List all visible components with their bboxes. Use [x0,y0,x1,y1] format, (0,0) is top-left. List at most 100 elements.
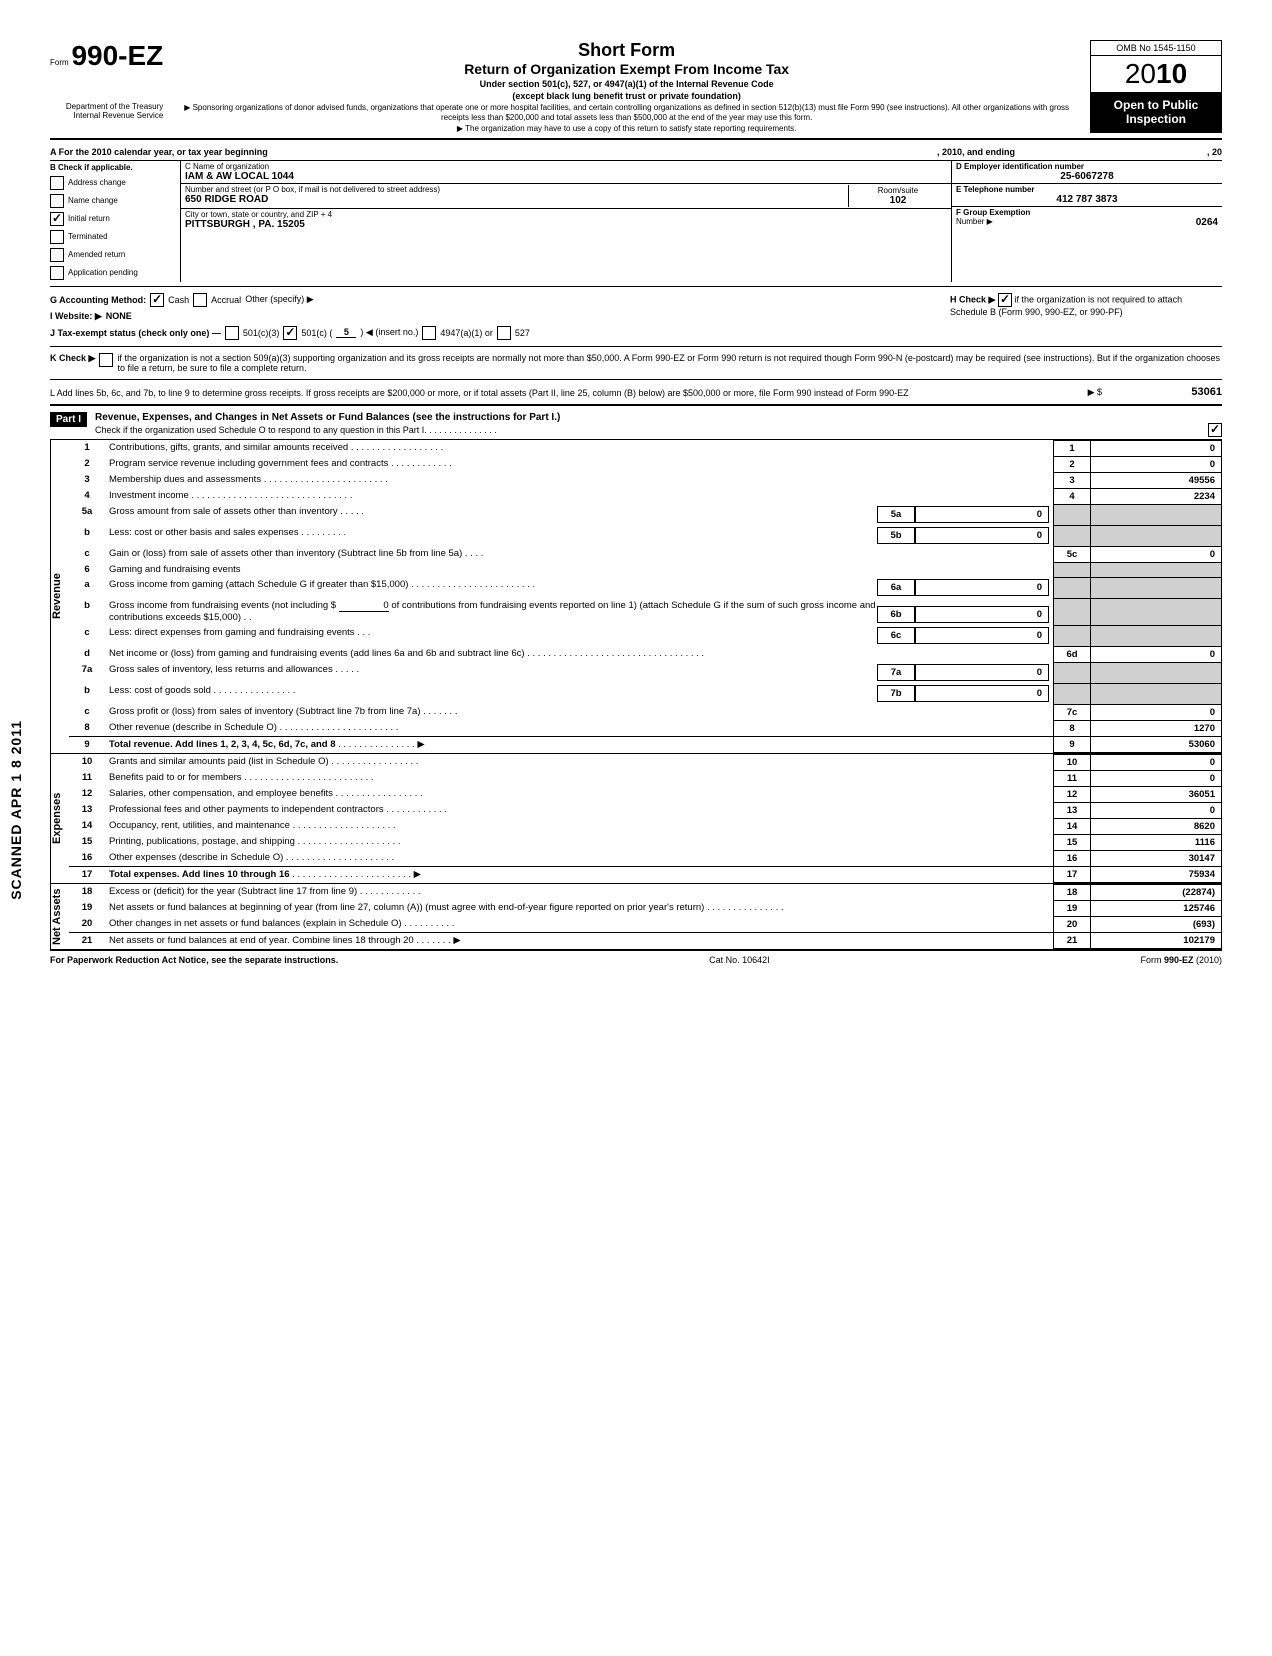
line-5c-desc: Gain or (loss) from sale of assets other… [109,548,462,559]
address-change-label: Address change [68,178,126,187]
line-17-num: 17 [69,866,105,882]
k-checkbox[interactable] [99,353,113,367]
line-18-rv: (22874) [1091,884,1222,900]
line-4-desc: Investment income [109,490,189,501]
org-name: IAM & AW LOCAL 1044 [185,171,947,182]
cash-label: Cash [168,295,189,305]
group-exemption: 0264 [1196,217,1218,228]
i-label: I Website: ▶ [50,311,102,322]
shaded [1054,598,1091,625]
line-6d-desc: Net income or (loss) from gaming and fun… [109,648,525,659]
501c3-checkbox[interactable] [225,326,239,340]
return-title: Return of Organization Exempt From Incom… [183,61,1070,77]
527-checkbox[interactable] [497,326,511,340]
line-13-rn: 13 [1054,802,1091,818]
expenses-section: Expenses 10Grants and similar amounts pa… [50,753,1222,883]
501c-label: 501(c) ( [301,328,332,338]
4947-checkbox[interactable] [422,326,436,340]
amended-return-checkbox[interactable] [50,248,64,262]
form-prefix: Form [50,58,69,67]
line-11-rv: 0 [1091,770,1222,786]
line-18-num: 18 [69,884,105,900]
501c-checkbox[interactable] [283,326,297,340]
line-13-desc: Professional fees and other payments to … [109,804,384,815]
shaded [1091,525,1222,546]
line-21-num: 21 [69,932,105,948]
city: PITTSBURGH , PA. 15205 [185,219,947,230]
line-7c-rn: 7c [1054,704,1091,720]
scanned-stamp: SCANNED APR 1 8 2011 [8,720,24,900]
application-pending-checkbox[interactable] [50,266,64,280]
line-3-rn: 3 [1054,472,1091,488]
footer-right: Form 990-EZ (2010) [1140,955,1222,965]
line-15-rv: 1116 [1091,834,1222,850]
line-9-num: 9 [69,736,105,752]
shaded [1091,683,1222,704]
g-label: G Accounting Method: [50,295,146,305]
b-label: B Check if applicable. [50,163,133,172]
title-block: Short Form Return of Organization Exempt… [173,40,1080,134]
line-6c-mv: 0 [915,627,1049,644]
shaded [1054,504,1091,525]
line-17-rn: 17 [1054,866,1091,882]
line-9-rv: 53060 [1091,736,1222,752]
line-6a-num: a [69,577,105,598]
line-10-desc: Grants and similar amounts paid (list in… [109,756,329,767]
name-change-checkbox[interactable] [50,194,64,208]
expenses-table: 10Grants and similar amounts paid (list … [69,754,1222,883]
section-a-mid: , 2010, and ending [937,147,1015,157]
line-15-desc: Printing, publications, postage, and shi… [109,836,295,847]
line-12-rn: 12 [1054,786,1091,802]
line-6b-mn: 6b [877,606,915,623]
line-5c-rv: 0 [1091,546,1222,562]
line-6-desc: Gaming and fundraising events [105,562,1054,577]
line-14-rv: 8620 [1091,818,1222,834]
line-8-num: 8 [69,720,105,736]
shaded [1091,577,1222,598]
section-j: J Tax-exempt status (check only one) — 5… [50,324,928,342]
line-13-rv: 0 [1091,802,1222,818]
line-19-rv: 125746 [1091,900,1222,916]
line-7b-mn: 7b [877,685,915,702]
line-6b-mv: 0 [915,606,1049,623]
line-20-rn: 20 [1054,916,1091,932]
accrual-checkbox[interactable] [193,293,207,307]
terminated-checkbox[interactable] [50,230,64,244]
other-label: Other (specify) ▶ [245,294,313,305]
line-3-desc: Membership dues and assessments [109,474,261,485]
line-21-rv: 102179 [1091,932,1222,948]
line-4-rv: 2234 [1091,488,1222,504]
room: 102 [853,195,943,206]
line-6c-mn: 6c [877,627,915,644]
line-6b-num: b [69,598,105,625]
line-21-desc: Net assets or fund balances at end of ye… [109,935,414,946]
irs: Internal Revenue Service [50,111,163,120]
line-12-desc: Salaries, other compensation, and employ… [109,788,333,799]
part1-title: Revenue, Expenses, and Changes in Net As… [95,412,1222,423]
application-pending-label: Application pending [68,268,138,277]
shaded [1054,625,1091,646]
line-17-rv: 75934 [1091,866,1222,882]
omb-number: OMB No 1545-1150 [1091,41,1221,56]
line-12-rv: 36051 [1091,786,1222,802]
4947-label: 4947(a)(1) or [440,328,493,338]
amended-return-label: Amended return [68,250,125,259]
initial-return-checkbox[interactable] [50,212,64,226]
line-16-num: 16 [69,850,105,866]
year-bold: 10 [1156,58,1187,89]
cash-checkbox[interactable] [150,293,164,307]
line-1-rn: 1 [1054,440,1091,456]
org-name-label: C Name of organization [185,162,947,171]
line-5a-mn: 5a [877,506,915,523]
k-text: if the organization is not a section 509… [117,353,1222,373]
h-checkbox[interactable] [998,293,1012,307]
address-change-checkbox[interactable] [50,176,64,190]
form-number-block: Form 990-EZ Department of the Treasury I… [50,40,163,120]
l-value: 53061 [1102,386,1222,398]
line-2-num: 2 [69,456,105,472]
line-7a-desc: Gross sales of inventory, less returns a… [109,664,333,675]
shaded [1091,598,1222,625]
line-12-num: 12 [69,786,105,802]
line-6a-desc: Gross income from gaming (attach Schedul… [109,579,408,590]
part1-checkbox[interactable] [1208,423,1222,437]
